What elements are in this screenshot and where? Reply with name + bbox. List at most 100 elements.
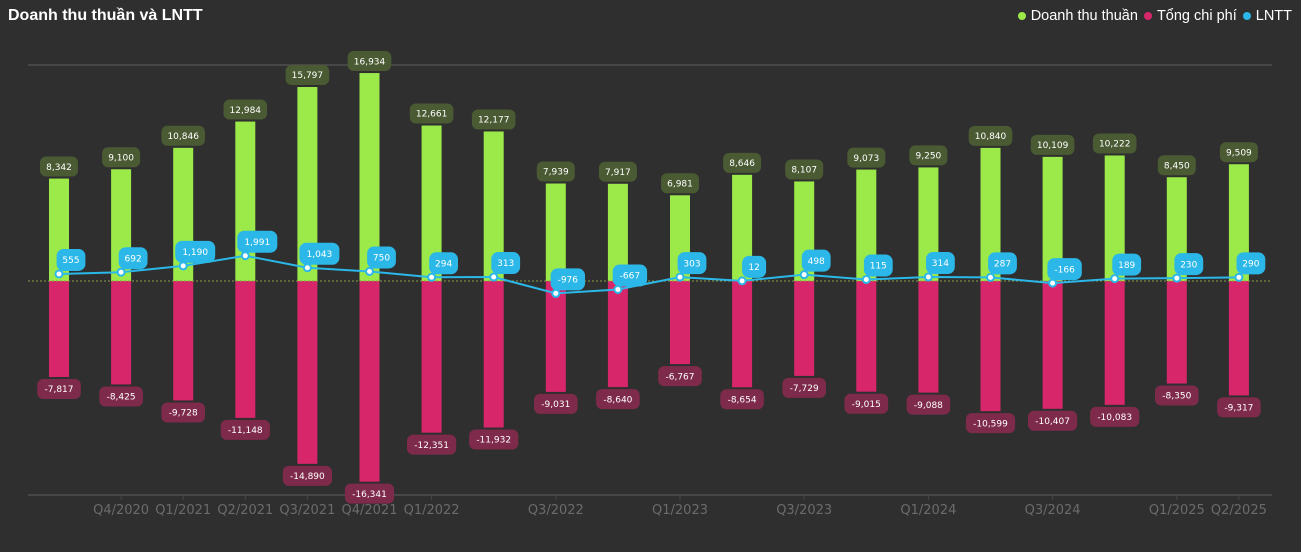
label-revenue: 9,073 (853, 154, 879, 164)
label-profit: -166 (1054, 265, 1075, 275)
line-profit (58, 254, 1239, 295)
bar-expense (1228, 281, 1249, 396)
label-expense: -9,015 (852, 400, 881, 410)
label-revenue: 9,250 (916, 152, 942, 162)
point-profit (1234, 272, 1244, 282)
x-tick-label: Q2/2025 (1211, 503, 1267, 518)
bar-expense (173, 281, 194, 401)
label-expense-bg (906, 394, 951, 415)
label-revenue: 9,100 (108, 153, 134, 163)
label-revenue-bg (471, 109, 516, 130)
label-expense-bg (1217, 397, 1261, 418)
label-revenue-bg (723, 152, 762, 173)
label-profit-bg (1112, 253, 1142, 276)
x-tick-label: Q4/2020 (93, 503, 149, 518)
point-profit (675, 272, 685, 282)
label-profit: 290 (1242, 260, 1259, 270)
label-expense: -9,031 (541, 400, 570, 410)
label-revenue: 8,107 (791, 166, 817, 176)
bar-expense (1042, 281, 1063, 409)
label-revenue: 6,981 (667, 179, 693, 189)
label-expense-bg (282, 465, 332, 486)
label-revenue-bg (223, 99, 268, 120)
x-tick-label: Q1/2025 (1149, 503, 1205, 518)
point-profit (1172, 273, 1182, 283)
label-expense: -7,729 (790, 384, 819, 394)
label-profit: 498 (808, 257, 825, 267)
bar-expense (670, 281, 690, 365)
bar-revenue (1042, 156, 1063, 281)
label-revenue: 10,846 (167, 132, 199, 142)
legend-dot-revenue (1017, 12, 1026, 20)
legend-label-expense: Tổng chi phí (1156, 8, 1237, 24)
point-profit (923, 272, 933, 282)
label-revenue: 7,917 (605, 168, 631, 178)
label-revenue: 15,797 (292, 71, 324, 81)
bar-revenue (359, 73, 380, 282)
point-profit (240, 251, 250, 261)
x-tick-label: Q1/2022 (404, 503, 460, 518)
bar-revenue (545, 183, 566, 281)
label-profit-bg (926, 252, 955, 275)
legend-item-profit[interactable]: LNTT (1242, 8, 1292, 24)
label-expense: -14,890 (290, 472, 325, 482)
point-profit (427, 272, 437, 282)
point-profit (116, 267, 126, 277)
legend-item-expense[interactable]: Tổng chi phí (1143, 8, 1237, 24)
label-expense: -6,767 (665, 372, 694, 382)
label-expense-bg (782, 377, 826, 398)
label-revenue: 9,509 (1226, 148, 1252, 158)
label-profit-bg (863, 254, 893, 277)
x-tick-label: Q4/2021 (342, 503, 398, 518)
label-profit: 189 (1118, 261, 1135, 271)
label-revenue: 16,934 (354, 57, 386, 67)
label-revenue-bg (1092, 133, 1137, 154)
label-expense: -9,728 (169, 409, 198, 419)
label-profit: 1,991 (244, 238, 270, 248)
label-profit-bg (677, 252, 707, 275)
label-revenue-bg (847, 147, 886, 168)
label-revenue-bg (285, 65, 330, 86)
label-profit: 692 (125, 254, 142, 264)
bar-expense (545, 281, 566, 392)
label-revenue-bg (536, 161, 575, 182)
legend-dot-expense (1143, 12, 1152, 20)
label-revenue: 12,177 (478, 116, 510, 126)
label-revenue-bg (785, 159, 824, 180)
x-tick-label: Q3/2023 (776, 503, 832, 518)
label-revenue: 8,646 (729, 159, 755, 169)
label-profit-bg (56, 248, 86, 271)
label-expense-bg (407, 434, 457, 455)
label-expense-bg (1155, 385, 1199, 406)
label-profit: 303 (683, 259, 700, 269)
bar-revenue (483, 131, 504, 281)
chart-legend: Doanh thu thuần Tổng chi phí LNTT (1017, 8, 1292, 24)
label-expense: -8,654 (728, 395, 757, 405)
label-expense-bg (469, 429, 519, 450)
legend-item-revenue[interactable]: Doanh thu thuần (1017, 8, 1138, 24)
label-revenue-bg (1219, 142, 1258, 163)
label-profit: -976 (558, 276, 579, 286)
label-profit: 287 (994, 260, 1011, 270)
x-tick-label: Q2/2021 (217, 503, 273, 518)
label-expense: -9,088 (914, 401, 943, 411)
label-revenue-bg (661, 173, 699, 194)
label-profit-bg (612, 264, 648, 287)
bar-expense (111, 281, 132, 385)
label-expense-bg (658, 366, 702, 387)
bar-revenue (856, 169, 877, 281)
bar-expense (794, 281, 815, 376)
point-profit (799, 270, 809, 280)
label-expense: -9,317 (1224, 404, 1253, 414)
label-expense: -12,351 (414, 441, 449, 451)
bar-revenue (297, 87, 318, 281)
label-revenue: 7,939 (543, 168, 569, 178)
label-expense-bg (99, 386, 143, 407)
label-profit-bg (988, 252, 1017, 275)
label-revenue-bg (347, 51, 392, 72)
label-expense-bg (161, 402, 205, 423)
label-expense-bg (844, 393, 889, 414)
label-expense-bg (37, 378, 81, 399)
legend-label-profit: LNTT (1255, 8, 1292, 24)
